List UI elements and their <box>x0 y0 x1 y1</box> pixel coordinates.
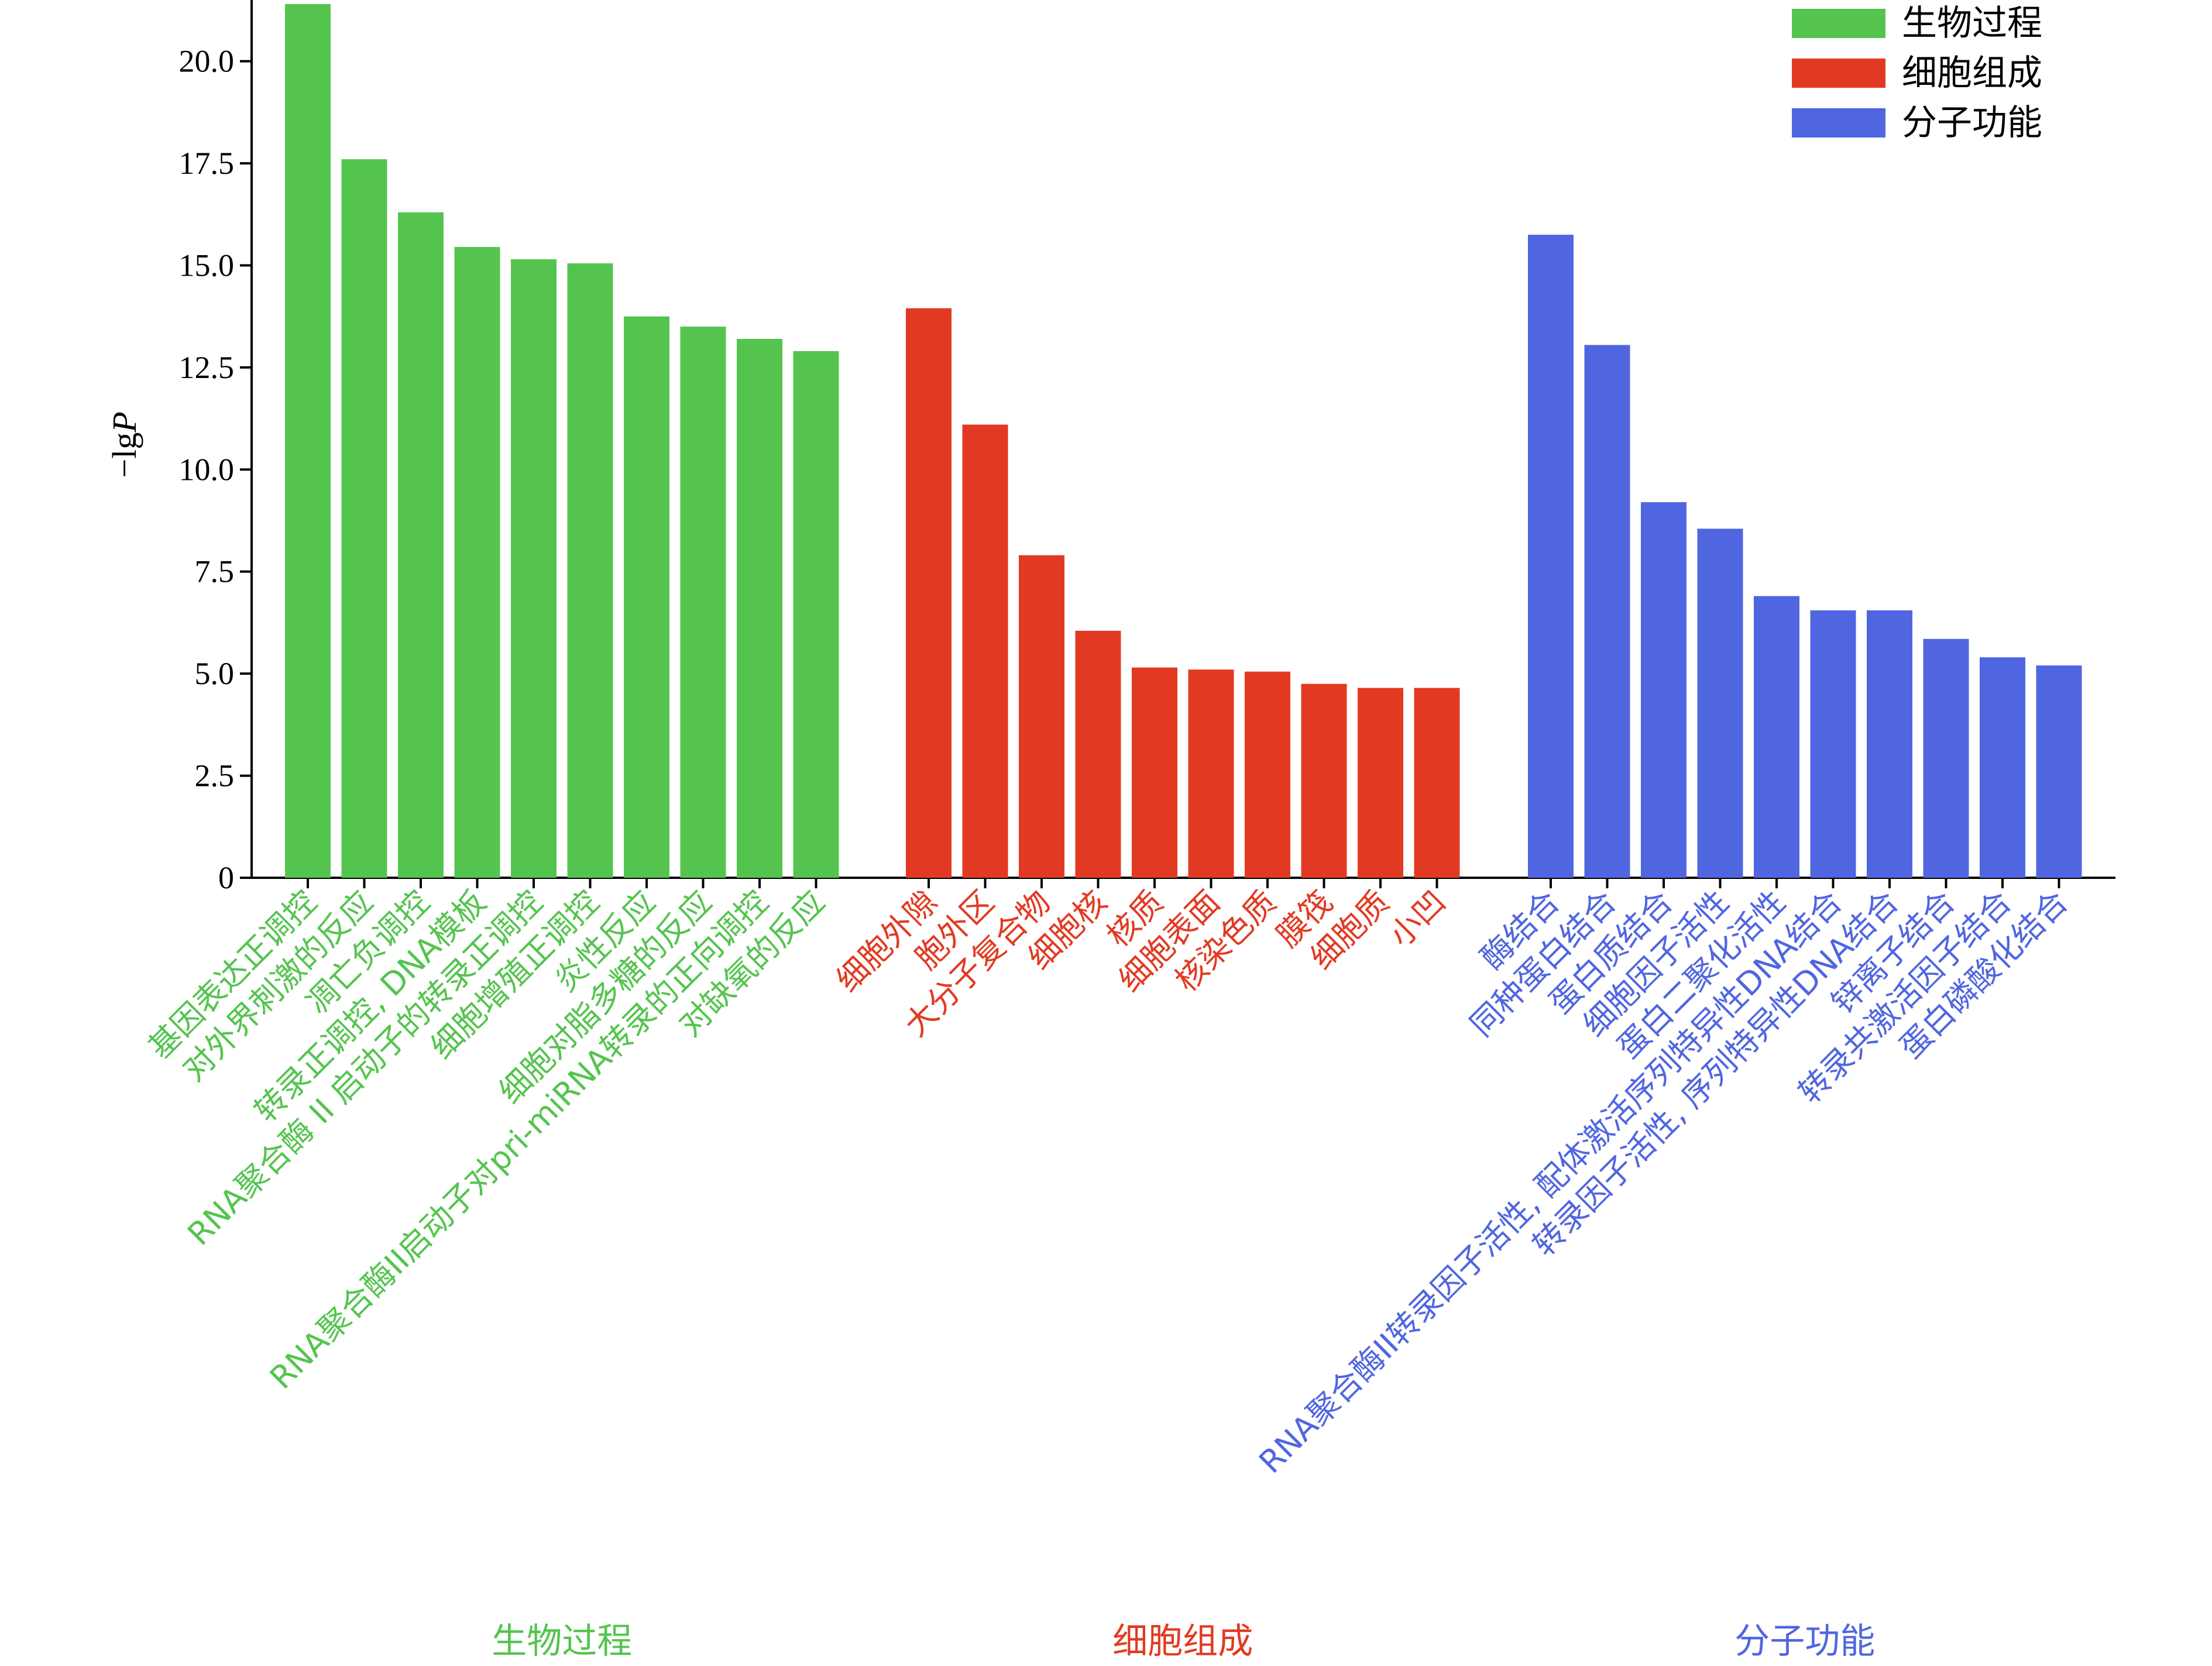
bar <box>454 247 500 878</box>
bars <box>285 4 2082 878</box>
bar <box>906 308 952 878</box>
bar <box>511 259 557 878</box>
y-tick-label: 20.0 <box>179 44 235 79</box>
bar <box>398 212 444 878</box>
y-tick-label: 5.0 <box>195 656 235 691</box>
bar <box>285 4 331 878</box>
bar <box>737 339 782 878</box>
bar <box>1075 630 1121 878</box>
bar <box>680 327 726 878</box>
bar <box>793 351 839 878</box>
bar <box>1980 657 2025 878</box>
bar <box>341 159 387 878</box>
bar <box>1414 688 1460 878</box>
bar <box>962 424 1008 878</box>
group-label: 生物过程 <box>492 1621 632 1662</box>
bar <box>1245 671 1290 878</box>
legend-swatch <box>1792 59 1885 88</box>
y-tick-label: 12.5 <box>179 350 235 385</box>
bar <box>1528 235 1574 878</box>
bar <box>1301 683 1347 878</box>
bar <box>624 316 669 878</box>
bar <box>1019 555 1064 878</box>
bar <box>1188 669 1234 878</box>
bar <box>1923 638 1969 878</box>
legend-label: 生物过程 <box>1902 3 2042 44</box>
y-tick-label: 2.5 <box>195 758 235 794</box>
y-tick-label: 7.5 <box>195 554 235 589</box>
legend-swatch <box>1792 9 1885 38</box>
bar <box>1641 502 1687 878</box>
legend-label: 细胞组成 <box>1902 53 2042 94</box>
bar <box>1697 528 1743 878</box>
axes: 0 2.5 5.0 7.5 10.0 12.5 15.0 17.5 20.0 −lgP <box>105 0 2115 895</box>
bar <box>567 263 613 878</box>
bar <box>1132 667 1177 878</box>
y-tick-label: 10.0 <box>179 452 235 487</box>
y-axis-label: −lgP <box>105 411 143 478</box>
y-tick-label: 0 <box>218 860 234 895</box>
legend-label: 分子功能 <box>1902 102 2042 143</box>
group-label: 分子功能 <box>1734 1621 1875 1662</box>
bar <box>1867 610 1912 878</box>
y-tick-label: 17.5 <box>179 146 235 181</box>
bar <box>1810 610 1856 878</box>
category-label: 小凹 <box>1382 884 1453 954</box>
group-label: 细胞组成 <box>1112 1621 1253 1662</box>
bar <box>2036 665 2082 878</box>
bar <box>1584 345 1630 878</box>
y-tick-label: 15.0 <box>179 248 235 283</box>
bar <box>1358 688 1403 878</box>
bar <box>1754 596 1799 878</box>
group-labels: 生物过程 细胞组成 分子功能 <box>492 1621 1875 1662</box>
legend-swatch <box>1792 108 1885 138</box>
